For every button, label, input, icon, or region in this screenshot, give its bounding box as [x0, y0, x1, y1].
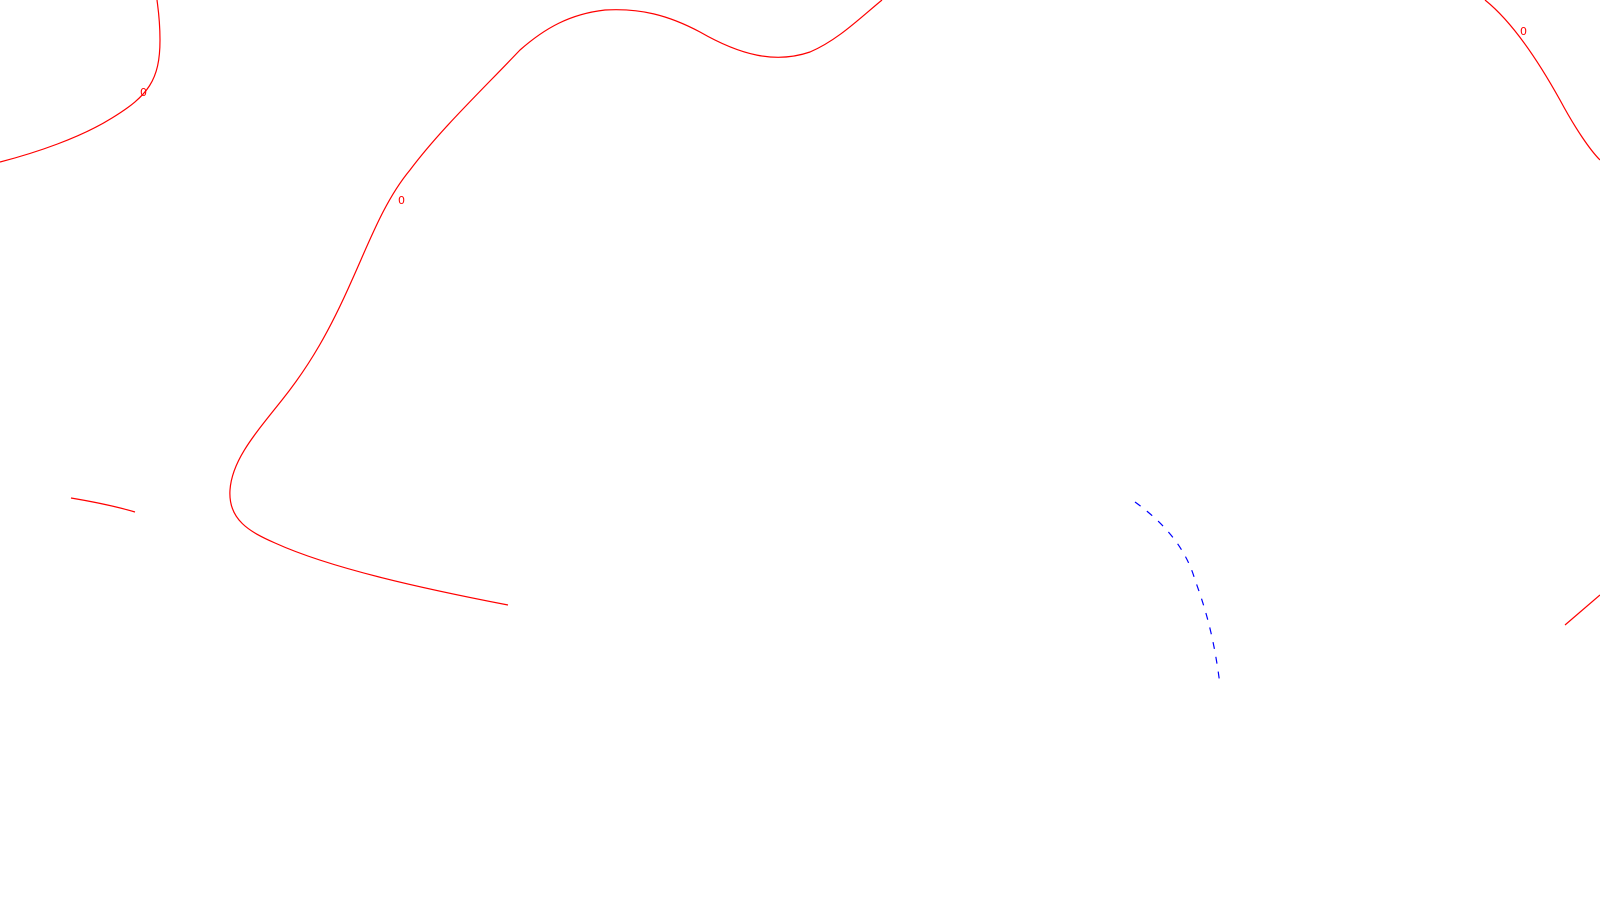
contour-lines-zero	[0, 0, 1600, 626]
contour-line-main	[229, 0, 883, 606]
contour-line-top-left	[0, 0, 161, 163]
contour-label-top-left: 0	[140, 86, 147, 99]
contour-labels: 0 0 0	[140, 25, 1527, 207]
contour-label-top-right: 0	[1520, 25, 1527, 38]
contour-line-left-fragment	[70, 497, 136, 513]
contour-label-main: 0	[398, 194, 405, 207]
contour-line-top-right	[1484, 0, 1600, 161]
contour-line-dashed	[1134, 501, 1221, 686]
contour-lines-negative	[1134, 501, 1221, 686]
contour-line-right-fragment	[1564, 594, 1600, 626]
